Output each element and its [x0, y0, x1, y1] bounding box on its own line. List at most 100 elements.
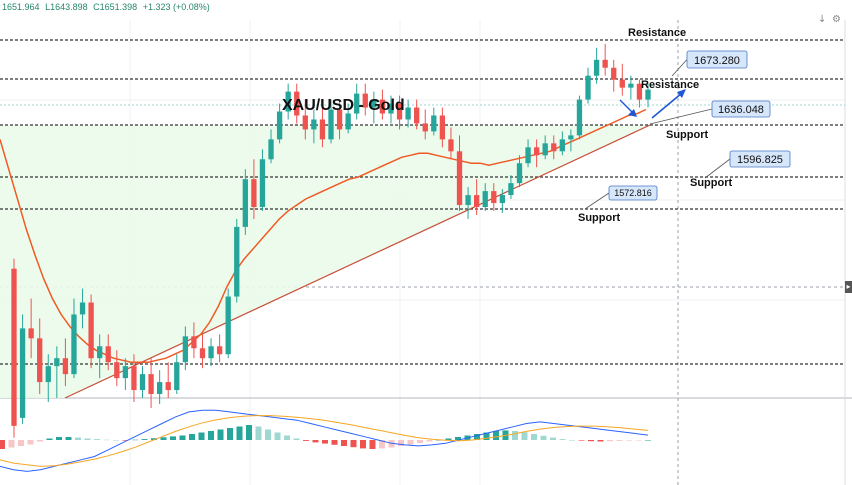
- candle-body: [216, 346, 223, 355]
- candle: [311, 109, 317, 144]
- candle-body: [422, 123, 428, 132]
- macd-bar: [246, 425, 252, 440]
- candle: [533, 139, 540, 168]
- candle: [97, 334, 103, 379]
- macd-bar: [208, 431, 214, 440]
- callout-pointer: [584, 192, 610, 210]
- macd-bar: [512, 431, 518, 440]
- candle-body: [354, 93, 360, 114]
- macd-bar: [46, 438, 53, 440]
- candle: [354, 83, 360, 120]
- ohlc-readout: 1651.964 L1643.898 C1651.398 +1.323 (+0.…: [2, 2, 213, 12]
- candle-body: [225, 296, 231, 355]
- candle-body: [174, 362, 180, 391]
- candle-body: [396, 103, 403, 120]
- callout-pointer: [671, 59, 688, 77]
- candle-body: [294, 91, 300, 116]
- trendline[interactable]: [64, 124, 651, 399]
- candle: [54, 346, 60, 398]
- candle-body: [379, 99, 386, 114]
- macd-bar: [303, 440, 309, 441]
- candle-body: [165, 382, 171, 391]
- macd-bar: [407, 440, 414, 445]
- candle-body: [568, 135, 574, 140]
- price-scale-handle[interactable]: ▸: [845, 281, 852, 293]
- candle: [645, 83, 651, 108]
- macd-bar: [113, 440, 119, 441]
- candlesticks: [11, 43, 651, 438]
- candle: [259, 149, 266, 211]
- candle: [148, 358, 154, 408]
- candle: [371, 91, 377, 124]
- candle-body: [131, 366, 137, 391]
- candle: [208, 338, 214, 367]
- candle: [242, 169, 248, 235]
- candle-body: [414, 107, 420, 124]
- candle: [396, 95, 403, 130]
- candle-body: [79, 302, 86, 315]
- macd-bar: [455, 437, 461, 440]
- candle: [251, 159, 257, 219]
- callout-box: [711, 100, 771, 118]
- candle: [585, 67, 591, 104]
- candle: [19, 314, 26, 424]
- macd-bar: [179, 435, 186, 440]
- candle: [105, 334, 111, 371]
- callout-box: [729, 150, 791, 168]
- candle: [379, 89, 386, 120]
- macd-bar: [398, 440, 404, 446]
- candle-body: [559, 139, 565, 152]
- candle: [191, 322, 197, 359]
- candle-body: [345, 113, 351, 130]
- candle: [576, 95, 583, 140]
- candle-body: [242, 179, 248, 227]
- macd-bar: [0, 440, 5, 449]
- candle: [336, 99, 343, 140]
- signal-line: [0, 415, 649, 467]
- candle: [551, 135, 557, 160]
- candle-body: [456, 151, 463, 206]
- macd-bar: [170, 436, 176, 440]
- candle-body: [234, 226, 240, 297]
- ohlc-open: 1651.964: [2, 2, 40, 12]
- arrow-down-icon[interactable]: ↓: [818, 14, 827, 25]
- candle: [525, 139, 531, 168]
- macd-bar: [521, 432, 528, 440]
- candle-body: [148, 374, 154, 395]
- candle: [165, 362, 171, 398]
- macd-bar: [559, 439, 566, 440]
- candle-body: [328, 109, 334, 140]
- macd-bar: [369, 440, 376, 449]
- candle: [294, 83, 300, 124]
- candle: [131, 354, 137, 402]
- candle: [628, 75, 634, 100]
- settings-icon[interactable]: ⚙: [832, 14, 841, 25]
- macd-bar: [379, 440, 385, 449]
- macd-bar: [94, 439, 100, 440]
- candle-body: [336, 109, 343, 130]
- macd-bar: [65, 437, 72, 440]
- macd-bar: [635, 440, 642, 441]
- candle: [182, 326, 189, 371]
- candle-body: [645, 89, 651, 100]
- candle: [448, 127, 454, 160]
- price-label-1673: 1673.280: [671, 50, 748, 77]
- candle: [28, 298, 34, 359]
- candle-body: [268, 139, 274, 160]
- callout-label: 1572.816: [614, 188, 652, 198]
- candle: [114, 350, 120, 387]
- price-label-1596: 1596.825: [704, 150, 791, 179]
- candle: [216, 334, 223, 363]
- callout-box: [686, 50, 748, 69]
- candle-body: [636, 83, 643, 100]
- callout-label: 1673.280: [694, 55, 740, 67]
- macd-bar: [37, 440, 43, 442]
- candle: [362, 83, 368, 116]
- macd-bar: [445, 438, 452, 440]
- candle: [199, 334, 206, 369]
- candle: [439, 107, 446, 148]
- candle-body: [405, 107, 411, 120]
- candle: [611, 59, 617, 92]
- candle-body: [37, 338, 43, 383]
